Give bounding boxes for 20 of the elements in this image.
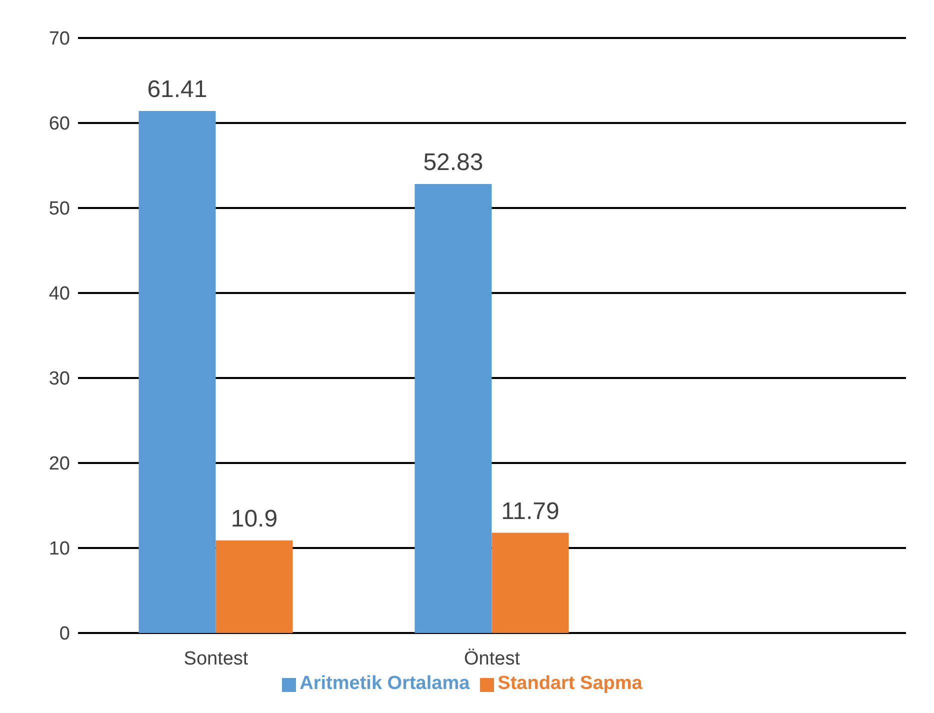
data-label: 11.79 (501, 498, 560, 525)
y-tick-label: 60 (48, 114, 70, 135)
y-tick-label: 20 (48, 454, 70, 475)
bar (414, 184, 492, 633)
legend-label: Aritmetik Ortalama (300, 673, 470, 694)
bar (138, 111, 216, 633)
data-label: 61.41 (147, 76, 208, 104)
bar (216, 540, 293, 633)
y-tick-label: 40 (48, 284, 70, 305)
data-label: 52.83 (423, 148, 484, 176)
data-label: 10.9 (230, 505, 278, 532)
x-tick-label: Öntest (464, 648, 521, 670)
y-tick-label: 10 (48, 538, 70, 560)
y-tick-label: 0 (59, 624, 70, 645)
y-tick-label: 70 (48, 28, 70, 50)
y-tick-label: 30 (48, 368, 70, 390)
legend-label: Standart Sapma (498, 673, 642, 694)
y-tick-label: 50 (48, 198, 70, 220)
x-tick-label: Sontest (184, 648, 249, 670)
bar (492, 532, 569, 633)
